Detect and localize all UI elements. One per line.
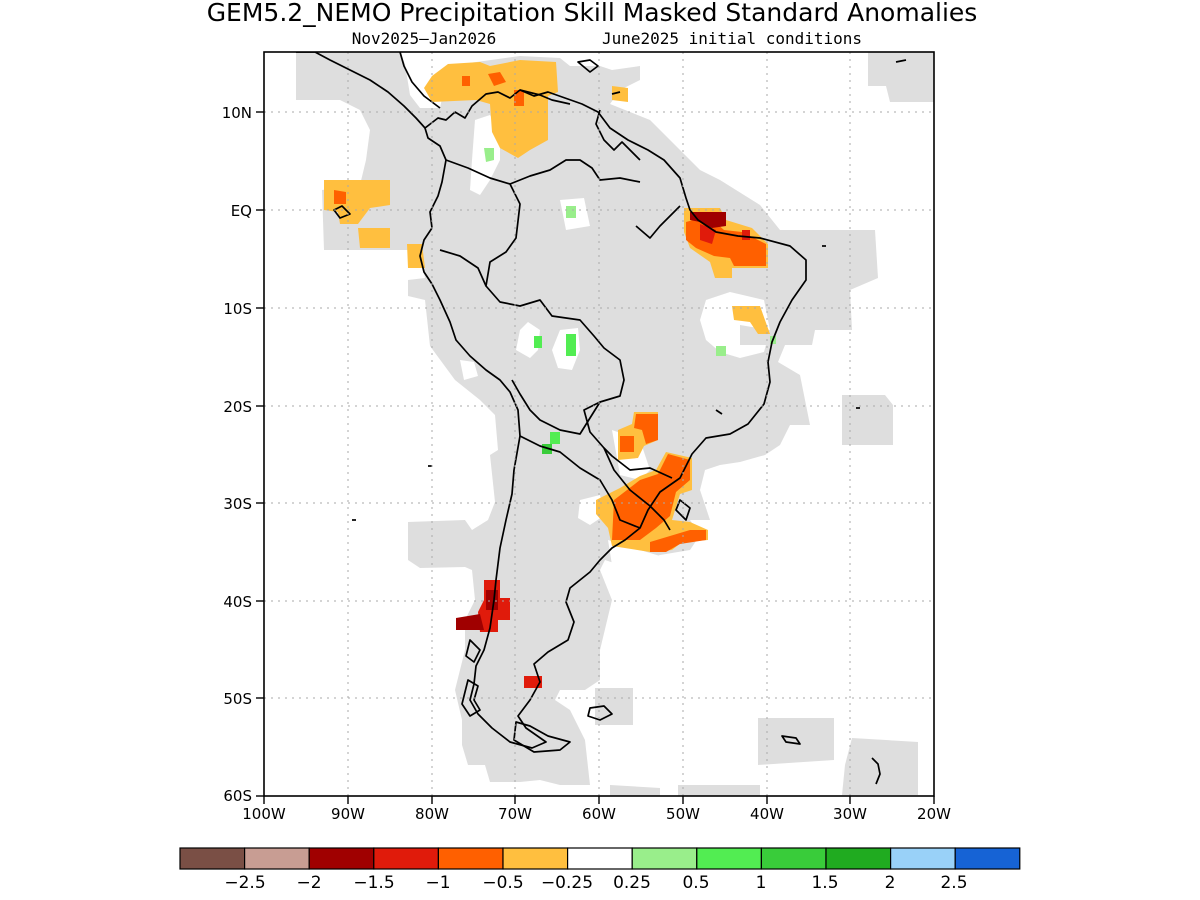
lon-label: 70W [498, 805, 532, 823]
longitude-labels: 100W 90W 80W 70W 60W 50W 40W 30W 20W [242, 805, 951, 823]
axis-ticks [256, 111, 935, 804]
lon-label: 80W [415, 805, 449, 823]
lat-label: 50S [223, 690, 252, 708]
lat-label: 60S [223, 787, 252, 805]
lon-label: 50W [666, 805, 700, 823]
lon-label: 40W [750, 805, 784, 823]
colorbar-swatch [566, 847, 633, 870]
colorbar-label: 2 [885, 873, 896, 893]
anomaly-patch-galapagos [324, 180, 390, 224]
colorbar-swatch [308, 847, 375, 870]
colorbar-label: −2 [296, 873, 321, 893]
colorbar-swatch [760, 847, 827, 870]
lon-label: 30W [833, 805, 867, 823]
latitude-labels: 10N EQ 10S 20S 30S 40S 50S 60S [222, 104, 252, 805]
colorbar-labels: −2.5 −2 −1.5 −1 −0.5 −0.25 0.25 0.5 1 1.… [224, 873, 967, 893]
colorbar-label: −0.5 [482, 873, 523, 893]
lon-label: 60W [582, 805, 616, 823]
lat-label: 30S [223, 495, 252, 513]
lon-label: 20W [917, 805, 951, 823]
colorbar-label: 0.5 [682, 873, 709, 893]
subtitle-initial-conditions: June2025 initial conditions [602, 29, 862, 48]
anomaly-patch-bolivia-green [534, 336, 542, 348]
lon-label: 90W [331, 805, 365, 823]
graticule [264, 52, 934, 796]
colorbar: −2.5 −2 −1.5 −1 −0.5 −0.25 0.25 0.5 1 1.… [179, 847, 1021, 893]
lon-label: 100W [242, 805, 286, 823]
lat-label: 20S [223, 398, 252, 416]
map-area: 10N EQ 10S 20S 30S 40S 50S 60S 100W 90W … [222, 51, 951, 823]
subtitle-period: Nov2025–Jan2026 [352, 29, 497, 48]
colorbar-label: 0.25 [613, 873, 651, 893]
colorbar-swatch [179, 847, 246, 870]
colorbar-label: −1.5 [353, 873, 394, 893]
colorbar-label: −0.25 [541, 873, 593, 893]
colorbar-swatch [437, 847, 504, 870]
colorbar-swatch [502, 847, 569, 870]
colorbar-swatch [825, 847, 892, 870]
colorbar-swatches [179, 847, 1021, 870]
anomaly-patches [324, 60, 776, 688]
colorbar-swatch [954, 847, 1021, 870]
colorbar-label: 1 [756, 873, 767, 893]
lat-label: 10N [222, 104, 252, 122]
colorbar-swatch [373, 847, 439, 870]
colorbar-label: 1.5 [811, 873, 838, 893]
colorbar-swatch [244, 847, 310, 870]
colorbar-label: −1 [425, 873, 450, 893]
south-america-coastline [419, 89, 807, 749]
colorbar-label: 2.5 [940, 873, 967, 893]
colorbar-swatch [889, 847, 956, 870]
map-title: GEM5.2_NEMO Precipitation Skill Masked S… [207, 0, 978, 27]
coastlines [296, 52, 907, 785]
colorbar-label: −2.5 [224, 873, 265, 893]
colorbar-swatch [696, 847, 762, 870]
colorbar-swatch [631, 847, 698, 870]
lat-label: 40S [223, 593, 252, 611]
lat-label: 10S [223, 300, 252, 318]
anomaly-patch-caribbean [424, 60, 558, 158]
lat-label: EQ [231, 202, 252, 220]
